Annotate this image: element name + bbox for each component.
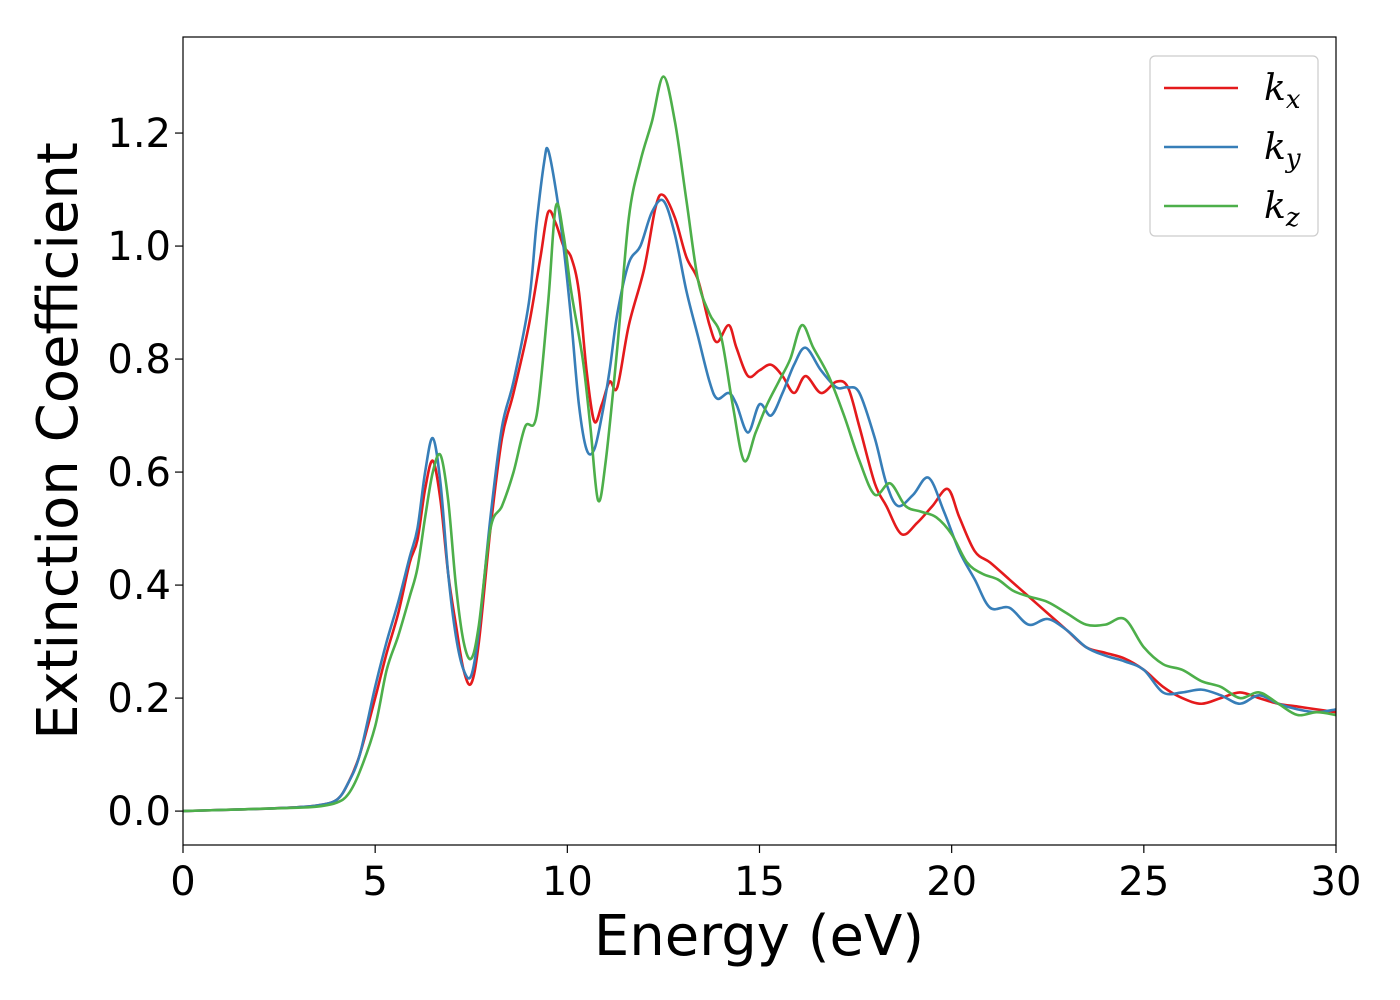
- y-axis: 0.0 0.2 0.4 0.6 0.8 1.0 1.2: [107, 111, 183, 835]
- x-tick-label: 5: [362, 859, 387, 905]
- plot-background: [183, 37, 1336, 845]
- y-tick-label: 1.2: [107, 111, 171, 157]
- y-tick-label: 0.4: [107, 563, 171, 609]
- y-tick-label: 0.6: [107, 450, 171, 496]
- x-tick-label: 15: [734, 859, 785, 905]
- y-tick-label: 0.8: [107, 337, 171, 383]
- series-line-k-z: [183, 75, 1336, 813]
- x-tick-label: 20: [926, 859, 977, 905]
- x-axis-title: Energy (eV): [594, 904, 924, 969]
- x-tick-label: 10: [542, 859, 593, 905]
- y-axis-title: Extinction Coefficient: [26, 142, 91, 740]
- series-line-k-y: [183, 146, 1336, 813]
- x-axis: 0 5 10 15 20 25 30: [170, 845, 1361, 905]
- x-tick-label: 30: [1311, 859, 1362, 905]
- y-tick-label: 1.0: [107, 224, 171, 270]
- y-tick-label: 0.2: [107, 676, 171, 722]
- x-tick-label: 0: [170, 859, 195, 905]
- x-tick-label: 25: [1118, 859, 1169, 905]
- series-layer: [183, 75, 1336, 813]
- y-tick-label: 0.0: [107, 789, 171, 835]
